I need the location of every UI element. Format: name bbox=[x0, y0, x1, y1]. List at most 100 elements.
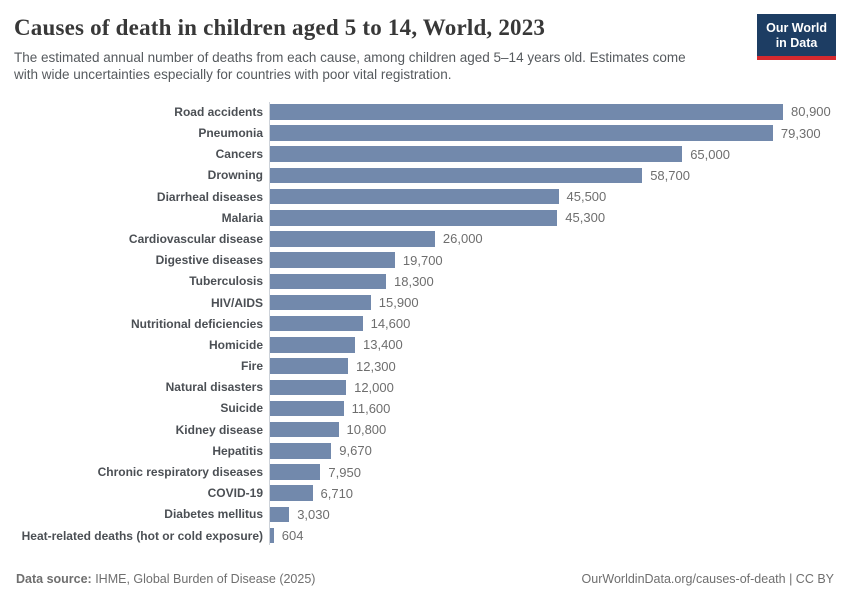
bar-cell: 58,700 bbox=[269, 165, 836, 186]
category-label: Pneumonia bbox=[198, 126, 263, 140]
value-label: 14,600 bbox=[370, 316, 411, 332]
bar[interactable] bbox=[270, 125, 773, 141]
value-label: 26,000 bbox=[442, 231, 483, 247]
category-label: HIV/AIDS bbox=[210, 295, 263, 310]
owid-logo-line-1: Our World bbox=[766, 21, 827, 35]
category-label: Chronic respiratory diseases bbox=[97, 465, 263, 479]
value-label: 79,300 bbox=[780, 125, 821, 141]
category-label: Diabetes mellitus bbox=[164, 507, 263, 522]
bar[interactable] bbox=[270, 273, 386, 290]
category-label: Natural disasters bbox=[165, 380, 263, 395]
bar-cell: 79,300 bbox=[269, 122, 836, 143]
chart-header: Causes of death in children aged 5 to 14… bbox=[10, 14, 836, 84]
category-label: Nutritional deficiencies bbox=[130, 316, 263, 331]
bar[interactable] bbox=[270, 485, 313, 501]
bar[interactable] bbox=[270, 506, 290, 523]
category-label: Cardiovascular disease bbox=[128, 231, 263, 246]
chart-row: Suicide 11,600 bbox=[10, 398, 836, 419]
chart-row: Natural disasters 12,000 bbox=[10, 377, 836, 398]
category-label: Digestive diseases bbox=[155, 253, 263, 268]
value-label: 604 bbox=[281, 528, 304, 544]
bar[interactable] bbox=[270, 210, 558, 226]
header-text: Causes of death in children aged 5 to 14… bbox=[14, 14, 686, 84]
value-label: 13,400 bbox=[363, 337, 403, 353]
chart-row: COVID-19 6,710 bbox=[10, 483, 836, 504]
category-label: Road accidents bbox=[174, 104, 263, 119]
bar-cell: 45,300 bbox=[269, 207, 836, 228]
chart-row: Kidney disease 10,800 bbox=[10, 419, 836, 440]
value-label: 11,600 bbox=[351, 400, 391, 416]
value-label: 12,000 bbox=[354, 379, 394, 395]
value-label: 9,670 bbox=[339, 443, 372, 459]
value-label: 65,000 bbox=[690, 146, 730, 162]
value-label: 6,710 bbox=[320, 485, 354, 501]
chart-rows: Road accidents 80,900 Pneumonia 79,300 C… bbox=[10, 101, 836, 546]
chart-row: Fire 12,300 bbox=[10, 355, 836, 376]
bar[interactable] bbox=[270, 421, 339, 438]
owid-url-link[interactable]: OurWorldinData.org/causes-of-death bbox=[581, 572, 786, 586]
category-label: Cancers bbox=[215, 147, 263, 162]
chart-row: Malaria 45,300 bbox=[10, 207, 836, 228]
chart-row: Homicide 13,400 bbox=[10, 334, 836, 355]
bar[interactable] bbox=[270, 146, 683, 162]
bar-cell: 45,500 bbox=[269, 186, 836, 207]
category-label: COVID-19 bbox=[207, 486, 263, 501]
bar-cell: 13,400 bbox=[269, 334, 836, 355]
bar-chart: Road accidents 80,900 Pneumonia 79,300 C… bbox=[10, 101, 836, 546]
bar[interactable] bbox=[270, 231, 435, 247]
license-link[interactable]: CC BY bbox=[795, 572, 834, 586]
bar-cell: 10,800 bbox=[269, 419, 836, 440]
bar-cell: 65,000 bbox=[269, 144, 836, 165]
value-label: 19,700 bbox=[402, 252, 443, 268]
category-label: Homicide bbox=[208, 337, 263, 352]
bar-cell: 3,030 bbox=[269, 504, 836, 525]
value-label: 18,300 bbox=[394, 273, 434, 289]
chart-row: Cancers 65,000 bbox=[10, 144, 836, 165]
chart-row: Cardiovascular disease 26,000 bbox=[10, 228, 836, 249]
chart-row: Digestive diseases 19,700 bbox=[10, 250, 836, 271]
value-label: 45,300 bbox=[565, 210, 606, 226]
chart-subtitle: The estimated annual number of deaths fr… bbox=[14, 49, 686, 85]
value-label: 45,500 bbox=[566, 189, 607, 205]
bar[interactable] bbox=[270, 400, 344, 417]
bar[interactable] bbox=[270, 337, 355, 353]
bar-cell: 14,600 bbox=[269, 313, 836, 334]
chart-row: Diarrheal diseases 45,500 bbox=[10, 186, 836, 207]
bar[interactable] bbox=[270, 379, 347, 395]
category-label: Drowning bbox=[207, 168, 263, 183]
footer-attribution: OurWorldinData.org/causes-of-death | CC … bbox=[582, 572, 834, 586]
category-label: Heat-related deaths (hot or cold exposur… bbox=[21, 528, 263, 543]
chart-row: Hepatitis 9,670 bbox=[10, 440, 836, 461]
bar[interactable] bbox=[270, 315, 363, 332]
bar-cell: 15,900 bbox=[269, 292, 836, 313]
bar[interactable] bbox=[270, 527, 274, 544]
category-label: Diarrheal diseases bbox=[156, 189, 263, 204]
value-label: 7,950 bbox=[328, 464, 361, 480]
bar-cell: 26,000 bbox=[269, 228, 836, 249]
value-label: 12,300 bbox=[356, 358, 396, 374]
footer-divider: | bbox=[785, 572, 796, 586]
bar[interactable] bbox=[270, 167, 643, 184]
bar[interactable] bbox=[270, 252, 395, 268]
bar-cell: 80,900 bbox=[269, 101, 836, 122]
data-source-value: IHME, Global Burden of Disease (2025) bbox=[91, 572, 316, 586]
y-axis-line bbox=[269, 102, 270, 546]
bar[interactable] bbox=[270, 188, 559, 205]
bar[interactable] bbox=[270, 294, 371, 311]
bar-cell: 12,300 bbox=[269, 355, 836, 376]
bar[interactable] bbox=[270, 464, 321, 480]
category-label: Tuberculosis bbox=[189, 274, 263, 289]
bar[interactable] bbox=[270, 104, 783, 120]
bar-cell: 7,950 bbox=[269, 461, 836, 482]
chart-title: Causes of death in children aged 5 to 14… bbox=[14, 15, 546, 40]
category-label: Hepatitis bbox=[212, 443, 263, 458]
chart-row: Chronic respiratory diseases 7,950 bbox=[10, 461, 836, 482]
chart-row: Tuberculosis 18,300 bbox=[10, 271, 836, 292]
value-label: 80,900 bbox=[791, 104, 831, 120]
bar[interactable] bbox=[270, 358, 348, 374]
chart-row: Nutritional deficiencies 14,600 bbox=[10, 313, 836, 334]
bar[interactable] bbox=[270, 443, 332, 459]
owid-logo[interactable]: Our World in Data bbox=[757, 14, 836, 60]
bar-cell: 6,710 bbox=[269, 483, 836, 504]
chart-footer: Data source: IHME, Global Burden of Dise… bbox=[10, 572, 836, 588]
